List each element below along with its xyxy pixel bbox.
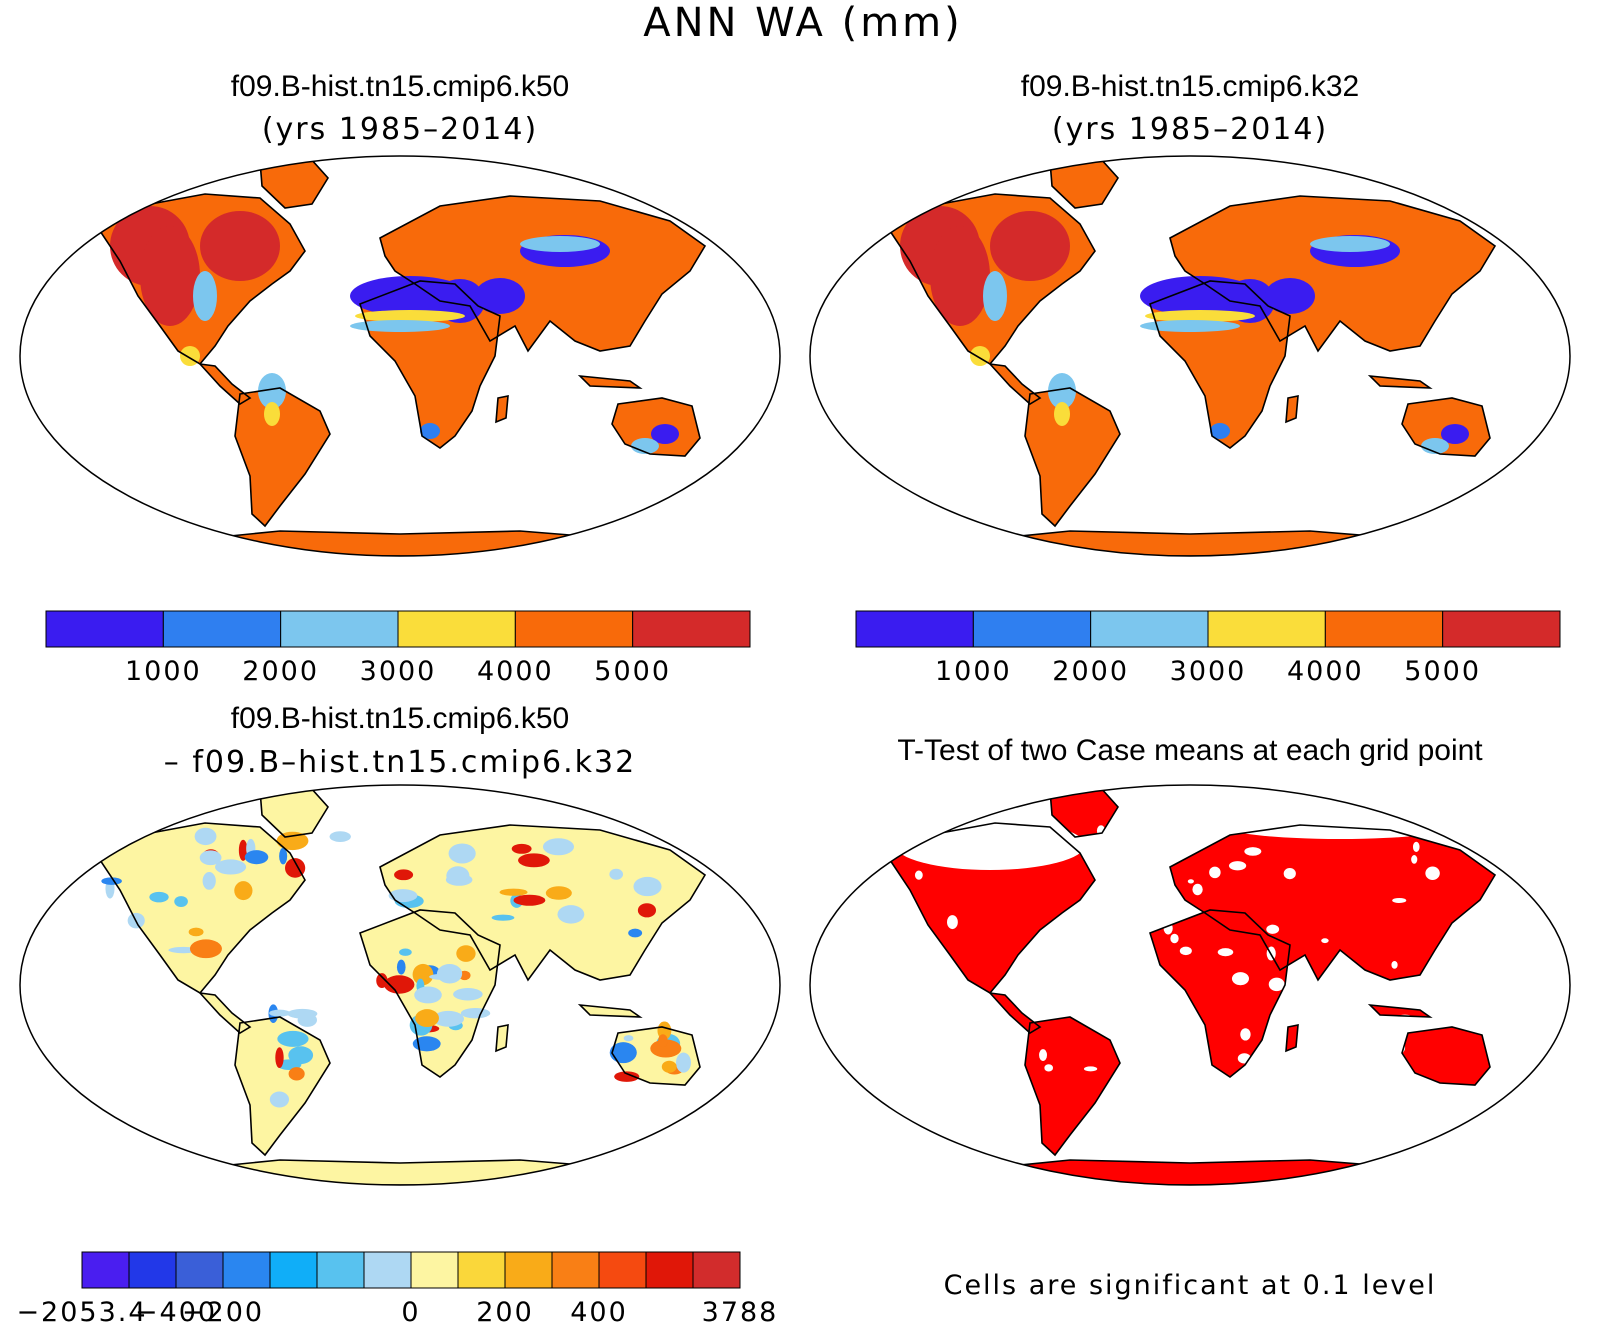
colorbar-box <box>175 1251 224 1289</box>
colorbar-box <box>269 1251 318 1289</box>
colorbar-box <box>1324 610 1444 648</box>
colorbar-tick-label: −200 <box>182 1297 264 1327</box>
panel-d-title: T-Test of two Case means at each grid po… <box>897 734 1483 767</box>
map-panel-a <box>19 155 781 557</box>
colorbar-box <box>1442 610 1561 648</box>
colorbar-tick-label: −2053.4 <box>16 1297 147 1327</box>
colorbar-tick-label: 3000 <box>360 656 437 687</box>
colorbar-box <box>410 1251 459 1289</box>
colorbar-tick-label: 3788 <box>702 1297 779 1327</box>
colorbar-diff: −2053.4−400−200 0 200 400 3788 <box>16 1251 779 1327</box>
colorbar-box <box>855 610 974 648</box>
map-panel-b <box>809 155 1571 557</box>
colorbar-tick-label: 200 <box>476 1297 534 1327</box>
colorbar-box <box>363 1251 412 1289</box>
colorbar-tick-label: 2000 <box>242 656 319 687</box>
panel-c-title: f09.B-hist.tn15.cmip6.k50 <box>230 702 570 735</box>
colorbar-box <box>1090 610 1209 648</box>
colorbar-box <box>81 1251 130 1289</box>
colorbar-box <box>632 610 751 648</box>
colorbar-box <box>128 1251 177 1289</box>
colorbar-tick-label: 0 <box>401 1297 420 1327</box>
colorbar-tick-label: 4000 <box>1287 656 1364 687</box>
colorbar-abs-b: 1000 2000 3000 4000 5000 <box>855 610 1561 687</box>
colorbar-box <box>280 610 399 648</box>
map-panel-d <box>809 784 1571 1186</box>
panel-b-subtitle: (yrs 1985–2014) <box>1051 112 1329 147</box>
colorbar-box <box>397 610 516 648</box>
colorbar-box <box>1207 610 1326 648</box>
colorbar-tick-label: 4000 <box>477 656 554 687</box>
colorbar-box <box>45 610 164 648</box>
colorbar-tick-label: 1000 <box>935 656 1012 687</box>
colorbar-tick-label: 400 <box>570 1297 628 1327</box>
colorbar-box <box>162 610 282 648</box>
colorbar-box <box>222 1251 271 1289</box>
colorbar-box <box>972 610 1092 648</box>
colorbar-tick-label: 2000 <box>1052 656 1129 687</box>
panel-a-subtitle: (yrs 1985–2014) <box>261 112 539 147</box>
panel-c-subtitle: – f09.B–hist.tn15.cmip6.k32 <box>163 745 637 780</box>
colorbar-box <box>645 1251 694 1289</box>
colorbar-tick-label: 3000 <box>1170 656 1247 687</box>
map-panel-c <box>19 784 781 1186</box>
colorbar-box <box>514 610 634 648</box>
colorbar-abs-a: 1000 2000 3000 4000 5000 <box>45 610 751 687</box>
panel-a-title: f09.B-hist.tn15.cmip6.k50 <box>230 70 570 103</box>
colorbar-tick-label: 5000 <box>1404 656 1481 687</box>
colorbar-tick-label: −400 <box>135 1297 217 1327</box>
colorbar-tick-label: 5000 <box>594 656 671 687</box>
figure-title: ANN WA (mm) <box>643 0 963 46</box>
panel-b-title: f09.B-hist.tn15.cmip6.k32 <box>1020 70 1360 103</box>
colorbar-box <box>598 1251 647 1289</box>
colorbar-box <box>692 1251 741 1289</box>
colorbar-box <box>316 1251 365 1289</box>
colorbar-box <box>504 1251 553 1289</box>
colorbar-box <box>457 1251 506 1289</box>
colorbar-tick-label: 1000 <box>125 656 202 687</box>
colorbar-box <box>551 1251 600 1289</box>
significance-note: Cells are significant at 0.1 level <box>943 1270 1437 1301</box>
